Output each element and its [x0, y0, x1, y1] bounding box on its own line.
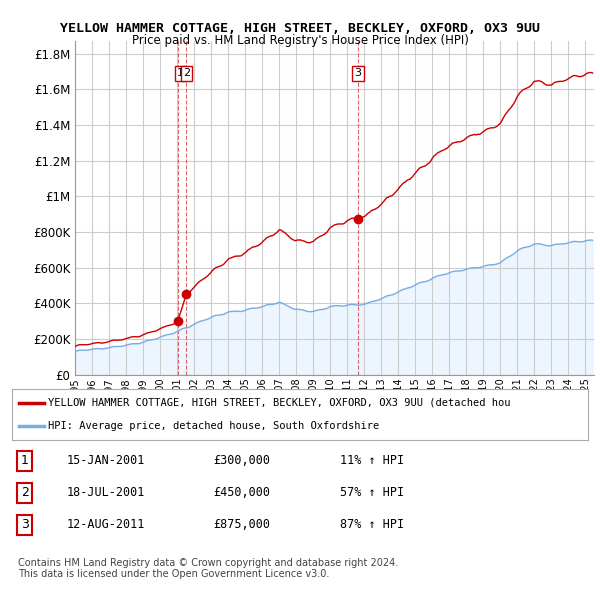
- Text: This data is licensed under the Open Government Licence v3.0.: This data is licensed under the Open Gov…: [18, 569, 329, 579]
- Text: 18-JUL-2001: 18-JUL-2001: [67, 486, 145, 499]
- Text: 15-JAN-2001: 15-JAN-2001: [67, 454, 145, 467]
- Text: Contains HM Land Registry data © Crown copyright and database right 2024.: Contains HM Land Registry data © Crown c…: [18, 558, 398, 568]
- Text: 87% ↑ HPI: 87% ↑ HPI: [340, 518, 404, 531]
- Text: 57% ↑ HPI: 57% ↑ HPI: [340, 486, 404, 499]
- Text: 3: 3: [355, 68, 361, 78]
- Text: 2: 2: [183, 68, 190, 78]
- Text: 11% ↑ HPI: 11% ↑ HPI: [340, 454, 404, 467]
- Text: £875,000: £875,000: [214, 518, 271, 531]
- Text: £300,000: £300,000: [214, 454, 271, 467]
- Text: £450,000: £450,000: [214, 486, 271, 499]
- Text: 1: 1: [21, 454, 29, 467]
- Text: 3: 3: [21, 518, 29, 531]
- Text: 2: 2: [21, 486, 29, 499]
- Text: HPI: Average price, detached house, South Oxfordshire: HPI: Average price, detached house, Sout…: [48, 421, 379, 431]
- Text: 12-AUG-2011: 12-AUG-2011: [67, 518, 145, 531]
- Text: YELLOW HAMMER COTTAGE, HIGH STREET, BECKLEY, OXFORD, OX3 9UU: YELLOW HAMMER COTTAGE, HIGH STREET, BECK…: [60, 22, 540, 35]
- Text: 1: 1: [177, 68, 184, 78]
- Text: Price paid vs. HM Land Registry's House Price Index (HPI): Price paid vs. HM Land Registry's House …: [131, 34, 469, 47]
- Text: YELLOW HAMMER COTTAGE, HIGH STREET, BECKLEY, OXFORD, OX3 9UU (detached hou: YELLOW HAMMER COTTAGE, HIGH STREET, BECK…: [48, 398, 510, 408]
